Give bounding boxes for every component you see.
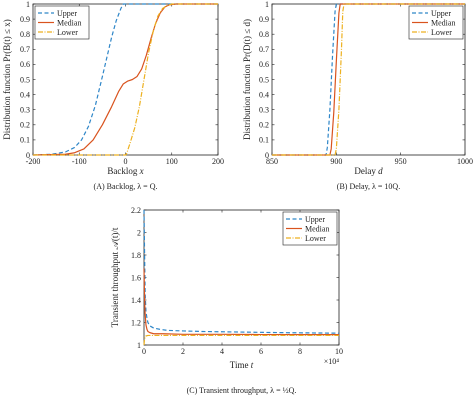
- series-line-median: [143, 268, 339, 336]
- chart-panel-1: 850 900 950 1000 0 0.1 0.2 0.3 0.4 0.5 0.6 0.7 0.8 0.…: [242, 0, 473, 191]
- y-tick-label: 0.3: [20, 106, 30, 115]
- y-tick-label: 0.2: [20, 121, 30, 130]
- chart-panel-0: -200 -100 0 100 200 0 0.1 0.2 0.3 0.4 0.5 0.6 0.7 0.8…: [2, 0, 224, 191]
- series-line-median: [32, 3, 218, 156]
- y-tick-label: 0.8: [20, 30, 30, 39]
- chart-panel-2: 0 2 4 6 8 10 1 1.2 1.4 1.6 1.8 2 2.2 ×10⁴ Time t Transi…: [110, 206, 343, 395]
- y-tick-label: 0.4: [259, 90, 269, 99]
- x-axis-label-text: Backlog: [107, 166, 139, 176]
- series-line-upper: [272, 3, 465, 156]
- x-tick-label: 900: [330, 157, 342, 166]
- y-tick-label: 0.5: [20, 75, 30, 84]
- x-axis-label: Delay d: [354, 166, 383, 176]
- legend-label-upper: Upper: [57, 9, 77, 18]
- x-axis-label-var: x: [139, 166, 144, 176]
- y-tick-label: 1.4: [131, 296, 141, 305]
- legend-label-lower: Lower: [305, 234, 326, 243]
- x-axis-label-text: Delay: [354, 166, 378, 176]
- x-tick-label: 0: [142, 347, 146, 356]
- x-axis-label: Backlog x: [107, 166, 143, 176]
- y-tick-label: 2: [137, 228, 141, 237]
- caption: (A) Backlog, λ = Q.: [94, 182, 158, 191]
- series-line-lower: [33, 3, 218, 156]
- x-tick-label: 6: [259, 347, 263, 356]
- y-tick-label: 0.5: [259, 75, 269, 84]
- legend-label-median: Median: [57, 18, 81, 27]
- x-tick-label: 100: [166, 157, 178, 166]
- y-tick-label: 0.3: [259, 106, 269, 115]
- x-tick-label: 950: [395, 157, 407, 166]
- y-tick-label: 0.7: [20, 45, 30, 54]
- y-tick-label: 1.6: [131, 273, 141, 282]
- y-tick-label: 1: [265, 0, 269, 9]
- y-axis-label: Distribution function Pr(B(t) ≤ x): [2, 19, 12, 139]
- legend-label-lower: Lower: [431, 28, 452, 37]
- x-tick-label: 10: [335, 347, 343, 356]
- x-tick-label: 1000: [457, 157, 473, 166]
- y-tick-label: 1.2: [131, 318, 141, 327]
- y-tick-label: 0.4: [20, 90, 30, 99]
- series-line-upper: [143, 209, 340, 334]
- y-tick-label: 0.6: [259, 60, 269, 69]
- legend-label-median: Median: [431, 18, 455, 27]
- legend-label-lower: Lower: [57, 28, 78, 37]
- y-tick-label: 1: [26, 0, 30, 9]
- x-axis-label: Time t: [230, 360, 254, 370]
- y-axis-label: Distribution function Pr(D(t) ≤ d): [242, 19, 252, 140]
- y-axis-label: Transient throughput 𝒜(t)/t: [110, 227, 120, 327]
- legend-label-median: Median: [305, 224, 329, 233]
- series-line-lower: [272, 3, 465, 156]
- y-tick-label: 0.9: [259, 15, 269, 24]
- y-tick-label: 0: [26, 151, 30, 160]
- legend-label-upper: Upper: [305, 215, 325, 224]
- caption: (C) Transient throughput, λ = ½Q.: [187, 386, 297, 395]
- x-exponent-label: ×10⁴: [324, 357, 340, 366]
- x-axis-label-var: d: [378, 166, 383, 176]
- x-tick-label: 4: [220, 347, 224, 356]
- y-tick-label: 1: [137, 341, 141, 350]
- y-tick-label: 0.6: [20, 60, 30, 69]
- caption: (B) Delay, λ = 10Q.: [337, 182, 400, 191]
- y-tick-label: 1.8: [131, 251, 141, 260]
- y-tick-label: 2.2: [131, 206, 141, 215]
- x-tick-label: 850: [266, 157, 278, 166]
- x-axis-label-text: Time: [230, 360, 251, 370]
- y-tick-label: 0.1: [259, 136, 269, 145]
- x-tick-label: 200: [212, 157, 224, 166]
- series-line-median: [272, 3, 465, 156]
- x-tick-label: 0: [124, 157, 128, 166]
- y-tick-label: 0.7: [259, 45, 269, 54]
- series-line-upper: [32, 3, 218, 156]
- x-axis-label-var: t: [251, 360, 254, 370]
- y-tick-label: 0.8: [259, 30, 269, 39]
- x-tick-label: -100: [72, 157, 87, 166]
- y-tick-label: 0.2: [259, 121, 269, 130]
- x-tick-label: 2: [181, 347, 185, 356]
- series-line-lower: [143, 334, 339, 346]
- y-tick-label: 0.1: [20, 136, 30, 145]
- legend-label-upper: Upper: [431, 9, 451, 18]
- x-tick-label: 8: [298, 347, 302, 356]
- x-tick-label: -200: [26, 157, 41, 166]
- y-tick-label: 0.9: [20, 15, 30, 24]
- y-tick-label: 0: [265, 151, 269, 160]
